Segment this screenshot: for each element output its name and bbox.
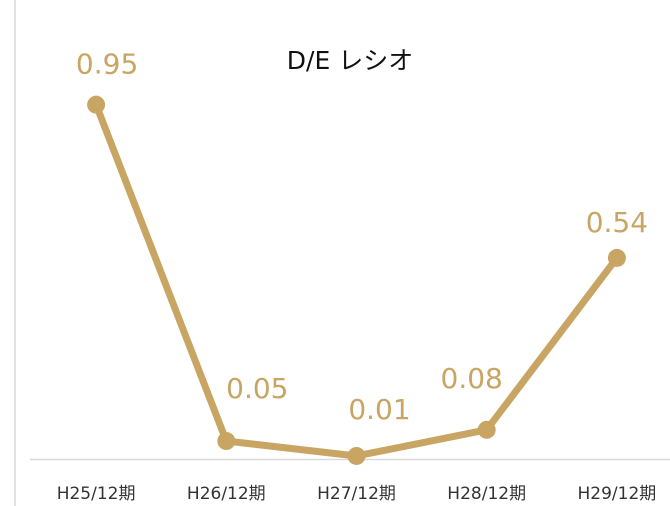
data-label: 0.08 bbox=[441, 362, 503, 395]
data-label: 0.05 bbox=[226, 372, 288, 405]
point bbox=[87, 95, 106, 114]
point bbox=[607, 248, 626, 267]
data-label: 0.95 bbox=[76, 48, 138, 81]
data-label: 0.54 bbox=[586, 206, 648, 239]
chart-title: D/E レシオ bbox=[287, 46, 413, 75]
x-tick-label: H26/12期 bbox=[187, 484, 266, 504]
x-tick-label: H28/12期 bbox=[447, 484, 526, 504]
point bbox=[477, 420, 496, 439]
x-tick-label: H29/12期 bbox=[578, 484, 657, 504]
data-label: 0.01 bbox=[348, 393, 410, 426]
point bbox=[217, 432, 236, 451]
x-tick-label: H27/12期 bbox=[317, 484, 396, 504]
x-tick-label: H25/12期 bbox=[57, 484, 136, 504]
point bbox=[347, 446, 366, 465]
